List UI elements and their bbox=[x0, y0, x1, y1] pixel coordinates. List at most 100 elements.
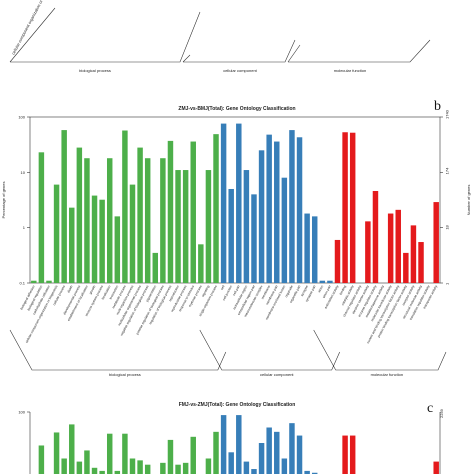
left-tick-label: 10 bbox=[21, 170, 26, 175]
bar bbox=[114, 216, 121, 283]
bar bbox=[304, 213, 310, 283]
bar bbox=[349, 132, 356, 283]
category-label: synapse bbox=[300, 284, 309, 297]
plot-frame bbox=[29, 116, 441, 284]
bar bbox=[258, 443, 265, 474]
bar bbox=[274, 431, 280, 474]
bar bbox=[61, 130, 67, 283]
bar bbox=[236, 123, 242, 284]
bar bbox=[296, 137, 303, 283]
bar bbox=[289, 423, 295, 474]
group-bracket bbox=[313, 329, 447, 371]
bar bbox=[190, 141, 196, 283]
bar bbox=[53, 432, 60, 474]
bar bbox=[281, 458, 288, 474]
bar bbox=[175, 464, 181, 474]
bar bbox=[53, 184, 60, 283]
bar bbox=[129, 184, 136, 283]
top-bracket-mf bbox=[287, 39, 431, 63]
bar bbox=[205, 170, 212, 283]
panel-b-ylabel-right: Number of genes bbox=[466, 185, 471, 216]
bar bbox=[410, 225, 417, 283]
bar bbox=[372, 190, 379, 283]
category-label: locomotion bbox=[108, 284, 119, 300]
panel-b-title: ZMJ-vs-BMJ(Total): Gene Ontology Classif… bbox=[178, 106, 295, 112]
bar bbox=[243, 461, 250, 474]
bar bbox=[122, 433, 128, 474]
bar bbox=[99, 470, 105, 474]
bar bbox=[69, 207, 75, 283]
bar bbox=[182, 462, 189, 474]
bar bbox=[84, 450, 90, 474]
bar bbox=[251, 469, 257, 474]
group-bracket bbox=[199, 329, 340, 371]
top-group-label-bp: biological process bbox=[79, 68, 111, 73]
bar bbox=[243, 170, 250, 283]
bar bbox=[137, 147, 143, 283]
bar bbox=[403, 252, 409, 283]
bar bbox=[160, 462, 166, 474]
category-label: cell bbox=[220, 284, 226, 290]
top-group-label-mf: molecular function bbox=[334, 68, 366, 73]
bar bbox=[258, 150, 265, 283]
bar bbox=[144, 158, 151, 283]
bar bbox=[69, 424, 75, 474]
category-label: cell junction bbox=[222, 284, 233, 301]
category-label: death bbox=[66, 284, 73, 293]
bar bbox=[304, 470, 310, 474]
bar bbox=[46, 280, 52, 283]
bar bbox=[144, 464, 151, 474]
panel-c: FMJ-vs-ZMJ(Total): Gene Ontology Classif… bbox=[18, 401, 444, 474]
bar bbox=[236, 415, 242, 474]
bar bbox=[311, 472, 318, 474]
bar bbox=[289, 130, 295, 283]
category-label: organelle bbox=[284, 284, 294, 298]
bar bbox=[91, 467, 98, 474]
group-bracket bbox=[9, 329, 227, 371]
bar bbox=[190, 436, 196, 474]
bar bbox=[220, 415, 227, 474]
top-group-label-cc: cellular component bbox=[223, 68, 257, 73]
bar bbox=[182, 170, 189, 283]
category-label: cell part bbox=[232, 285, 241, 297]
bar bbox=[84, 158, 90, 283]
category-label: signaling bbox=[201, 284, 211, 297]
bar bbox=[160, 158, 166, 283]
bar bbox=[418, 242, 424, 283]
bar bbox=[167, 140, 174, 283]
bar bbox=[129, 458, 136, 474]
bar bbox=[205, 458, 212, 474]
category-label: virion bbox=[317, 284, 324, 293]
group-label: molecular function bbox=[371, 372, 403, 377]
bar bbox=[319, 280, 326, 283]
bar bbox=[38, 445, 45, 474]
category-label: binding bbox=[339, 284, 347, 295]
top-panel-fragment: biological process cellular component mo… bbox=[9, 0, 431, 73]
top-tick-label: cellular component organization or bioge… bbox=[10, 0, 53, 55]
bar bbox=[251, 194, 257, 283]
bar bbox=[228, 452, 234, 474]
bar bbox=[61, 458, 67, 474]
panel-b-letter: b bbox=[434, 99, 441, 114]
left-tick-label: 1 bbox=[23, 225, 26, 230]
bar bbox=[38, 152, 45, 283]
bar bbox=[274, 141, 280, 283]
panel-b-ylabel-left: Percentage of genes bbox=[1, 182, 6, 219]
right-tick-label: 2259 bbox=[439, 408, 444, 418]
bar bbox=[387, 213, 394, 283]
bar bbox=[213, 134, 219, 283]
left-tick-label: 100 bbox=[18, 115, 25, 120]
panel-c-title: FMJ-vs-ZMJ(Total): Gene Ontology Classif… bbox=[179, 402, 296, 408]
bar bbox=[99, 199, 105, 283]
bar bbox=[106, 433, 113, 474]
bar bbox=[281, 177, 288, 283]
category-label: membrane bbox=[260, 284, 271, 300]
bar bbox=[114, 470, 121, 474]
bar bbox=[395, 209, 401, 283]
bar bbox=[327, 280, 333, 283]
panel-b: ZMJ-vs-BMJ(Total): Gene Ontology Classif… bbox=[1, 99, 471, 377]
bar bbox=[311, 216, 318, 283]
bar bbox=[342, 435, 348, 474]
bar bbox=[76, 461, 83, 474]
